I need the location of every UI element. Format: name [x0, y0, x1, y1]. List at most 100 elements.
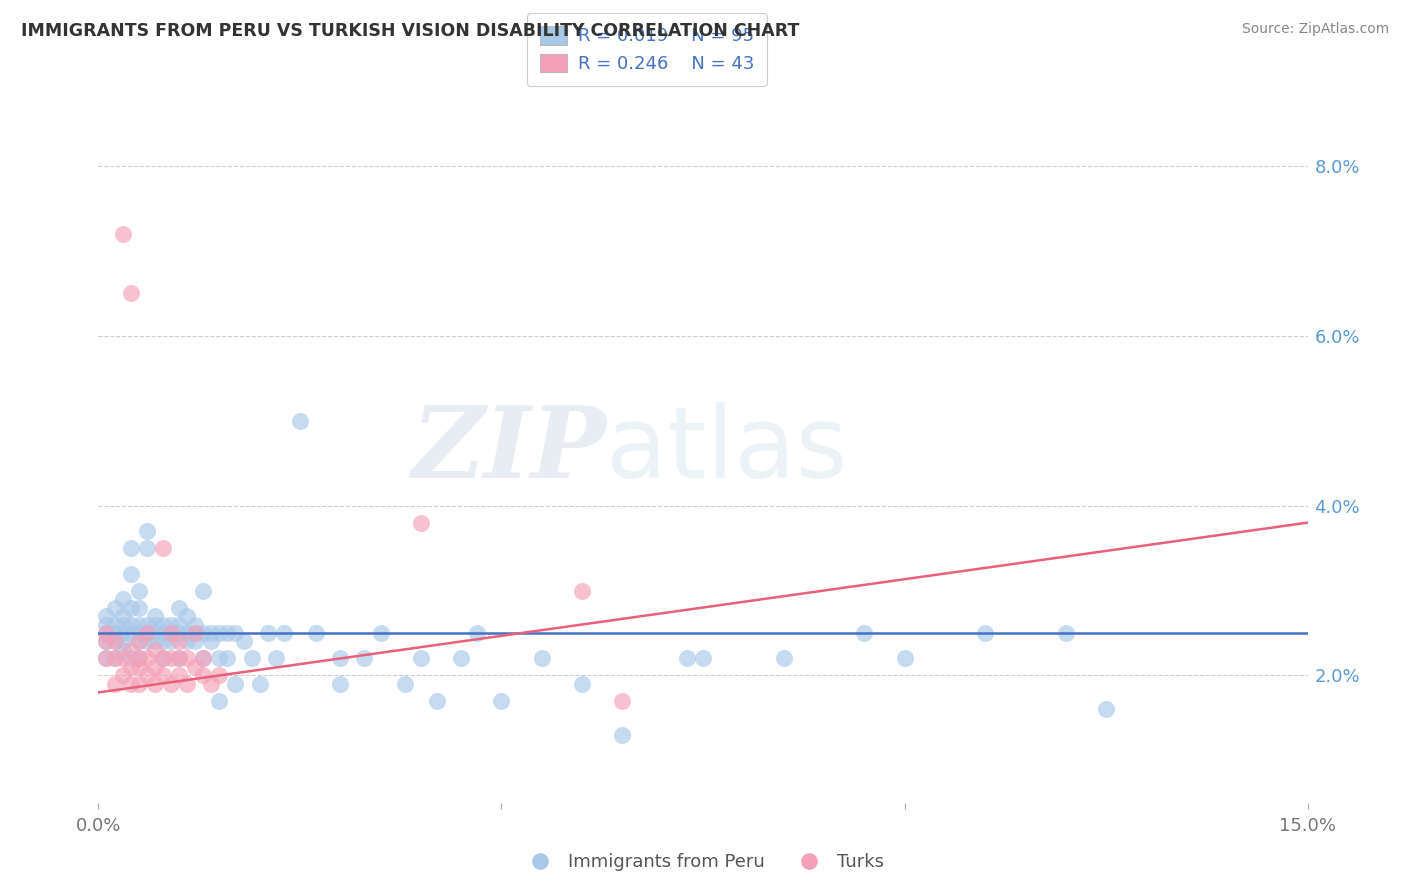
Point — [288, 414, 311, 428]
Point — [143, 609, 166, 624]
Point — [160, 677, 183, 691]
Point — [103, 651, 125, 665]
Point — [772, 651, 794, 665]
Point — [676, 651, 699, 665]
Point — [143, 617, 166, 632]
Text: IMMIGRANTS FROM PERU VS TURKISH VISION DISABILITY CORRELATION CHART: IMMIGRANTS FROM PERU VS TURKISH VISION D… — [21, 22, 800, 40]
Point — [530, 651, 553, 665]
Point — [450, 651, 472, 665]
Point — [167, 651, 190, 665]
Point — [103, 626, 125, 640]
Point — [208, 668, 231, 682]
Point — [217, 626, 239, 640]
Point — [176, 609, 198, 624]
Point — [96, 617, 118, 632]
Point — [193, 651, 215, 665]
Legend: Immigrants from Peru, Turks: Immigrants from Peru, Turks — [515, 847, 891, 879]
Point — [128, 583, 150, 598]
Point — [160, 626, 183, 640]
Point — [249, 677, 271, 691]
Point — [160, 626, 183, 640]
Point — [128, 651, 150, 665]
Point — [120, 541, 142, 555]
Point — [103, 617, 125, 632]
Point — [224, 626, 246, 640]
Point — [1095, 702, 1118, 716]
Point — [143, 634, 166, 648]
Point — [135, 617, 157, 632]
Point — [208, 651, 231, 665]
Text: atlas: atlas — [606, 402, 848, 499]
Point — [370, 626, 392, 640]
Point — [143, 626, 166, 640]
Point — [853, 626, 876, 640]
Point — [571, 677, 593, 691]
Point — [200, 677, 222, 691]
Point — [394, 677, 416, 691]
Point — [184, 626, 207, 640]
Point — [135, 541, 157, 555]
Legend: R = 0.019    N = 95, R = 0.246    N = 43: R = 0.019 N = 95, R = 0.246 N = 43 — [527, 13, 766, 86]
Point — [152, 651, 174, 665]
Point — [128, 626, 150, 640]
Point — [135, 524, 157, 538]
Text: Source: ZipAtlas.com: Source: ZipAtlas.com — [1241, 22, 1389, 37]
Point — [193, 626, 215, 640]
Point — [305, 626, 328, 640]
Point — [208, 626, 231, 640]
Point — [264, 651, 287, 665]
Point — [135, 626, 157, 640]
Point — [111, 634, 134, 648]
Point — [128, 677, 150, 691]
Point — [96, 634, 118, 648]
Point — [135, 651, 157, 665]
Point — [176, 634, 198, 648]
Point — [103, 677, 125, 691]
Point — [128, 634, 150, 648]
Point — [193, 583, 215, 598]
Point — [167, 600, 190, 615]
Point — [135, 634, 157, 648]
Point — [135, 668, 157, 682]
Point — [143, 677, 166, 691]
Point — [200, 626, 222, 640]
Point — [571, 583, 593, 598]
Point — [612, 694, 634, 708]
Point — [167, 651, 190, 665]
Point — [120, 660, 142, 674]
Point — [167, 626, 190, 640]
Point — [135, 626, 157, 640]
Point — [103, 634, 125, 648]
Point — [96, 634, 118, 648]
Point — [167, 668, 190, 682]
Text: ZIP: ZIP — [412, 402, 606, 499]
Point — [143, 643, 166, 657]
Point — [152, 651, 174, 665]
Point — [208, 694, 231, 708]
Point — [103, 651, 125, 665]
Point — [96, 609, 118, 624]
Point — [409, 651, 432, 665]
Point — [974, 626, 997, 640]
Point — [152, 541, 174, 555]
Point — [893, 651, 915, 665]
Point — [120, 677, 142, 691]
Point — [120, 651, 142, 665]
Point — [184, 617, 207, 632]
Point — [329, 651, 352, 665]
Point — [426, 694, 449, 708]
Point — [111, 609, 134, 624]
Point — [96, 651, 118, 665]
Point — [111, 626, 134, 640]
Point — [143, 660, 166, 674]
Point — [111, 592, 134, 607]
Point — [273, 626, 295, 640]
Point — [167, 617, 190, 632]
Point — [128, 660, 150, 674]
Point — [96, 626, 118, 640]
Point — [240, 651, 263, 665]
Point — [491, 694, 513, 708]
Point — [184, 660, 207, 674]
Point — [120, 626, 142, 640]
Point — [120, 600, 142, 615]
